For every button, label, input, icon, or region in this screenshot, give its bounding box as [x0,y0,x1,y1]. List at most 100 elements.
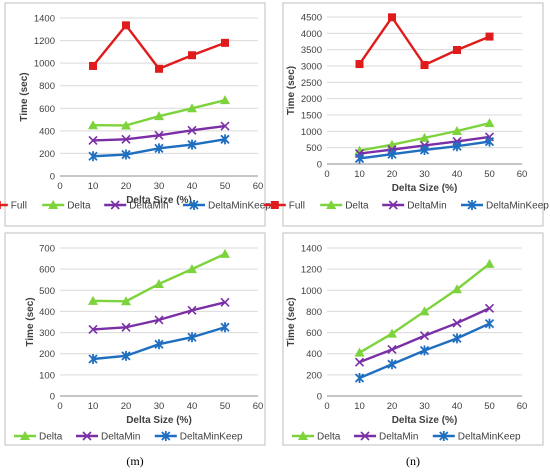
y-tick-label: 400 [306,349,322,360]
data-point [484,118,495,128]
y-tick-label: 1200 [301,265,322,276]
data-point [388,13,396,22]
legend-marker [439,431,449,441]
data-point [485,32,494,41]
x-tick-label: 30 [154,401,165,412]
data-point [88,151,98,162]
data-point [452,141,462,152]
y-tick-label: 200 [39,349,55,360]
data-point [420,61,429,70]
x-tick-label: 10 [354,169,365,180]
legend-entry: DeltaMinKeep [486,201,549,212]
y-tick-label: 4500 [301,13,322,24]
y-tick-label: 400 [39,307,55,318]
legend-marker [20,431,30,440]
x-tick-label: 50 [220,181,231,192]
y-tick-label: 1000 [34,59,55,70]
chart-panel-n: 0 200 400 600 800 1000 1200 1400 0 10 20 30 40 50 60 De… [282,232,544,446]
series-deltamin [88,121,230,146]
data-point [387,359,397,370]
data-point [387,344,397,355]
series-deltaminkeep [88,322,230,364]
data-point [452,333,462,344]
x-tick-label: 40 [452,401,463,412]
x-tick-label: 20 [121,401,132,412]
data-point [188,51,196,60]
legend-entry: DeltaMinKeep [458,432,521,443]
x-tick-label: 60 [517,169,528,180]
data-point [121,322,131,332]
y-tick-label: 4000 [301,29,322,40]
panel-caption: (n) [406,454,420,468]
data-point [419,345,430,356]
legend-entry: Delta [39,432,63,443]
x-tick-label: 0 [324,401,329,412]
y-tick-label: 0 [50,392,55,403]
legend-marker [161,431,171,441]
y-axis-title: Time (sec) [286,66,297,115]
series-deltaminkeep [354,318,495,384]
legend-entry: Delta [345,201,369,212]
data-point [121,120,131,130]
x-tick-label: 10 [88,181,99,192]
chart-panel-l: 0 500 1000 1500 2000 2500 3000 3500 4000 4500 0 10 2… [263,2,549,227]
legend: Delta DeltaMin DeltaMinKeep [292,431,521,443]
x-tick-label: 50 [484,401,495,412]
data-point [484,318,495,329]
data-point [154,339,164,350]
chart-frame [282,232,544,446]
chart-panel-k: 0 200 400 600 800 1000 1200 1400 0 10 20 30 40 50 60 De… [0,2,271,227]
data-point [88,135,98,146]
data-point [387,149,397,160]
x-tick-label: 50 [484,169,495,180]
x-tick-label: 0 [57,181,62,192]
y-tick-label: 400 [39,126,55,137]
data-point [155,64,163,73]
panel-caption: (m) [126,454,143,468]
x-axis-title: Delta Size (%) [392,183,458,194]
data-point [453,45,461,54]
x-tick-label: 20 [387,401,398,412]
x-axis-title: Delta Size (%) [126,415,192,426]
y-tick-label: 2500 [301,78,322,89]
data-point [187,332,197,343]
y-tick-label: 300 [39,328,55,339]
data-point [355,60,364,69]
legend-marker [270,201,279,209]
data-point [419,144,430,155]
x-tick-label: 50 [220,401,231,412]
y-tick-label: 100 [39,370,55,381]
data-point [154,130,164,140]
y-tick-label: 1000 [301,127,322,138]
legend-entry: Delta [317,432,341,443]
legend-entry: Delta [67,201,91,212]
x-tick-label: 10 [354,401,365,412]
y-tick-label: 0 [317,392,322,403]
legend-marker [110,200,120,210]
y-tick-label: 500 [306,143,322,154]
legend-marker [82,431,92,441]
y-tick-label: 800 [306,307,322,318]
data-point [452,284,462,294]
data-point [122,21,130,30]
legend-marker [48,200,59,209]
y-tick-label: 1400 [34,14,55,25]
data-point [419,132,430,142]
y-tick-label: 2000 [301,94,322,105]
data-point [484,136,495,147]
data-point [154,278,164,288]
x-tick-label: 60 [253,181,264,192]
x-tick-label: 30 [154,181,165,192]
legend: Full Delta DeltaMin DeltaMinKeep [0,200,271,212]
x-tick-label: 60 [517,401,528,412]
series-full [355,13,494,70]
legend-entry: DeltaMinKeep [180,432,243,443]
y-tick-label: 200 [39,149,55,160]
y-tick-label: 600 [39,104,55,115]
data-point [220,121,230,131]
x-tick-label: 20 [387,169,398,180]
data-point [187,139,197,150]
data-point [187,125,197,135]
legend-marker [0,201,1,209]
